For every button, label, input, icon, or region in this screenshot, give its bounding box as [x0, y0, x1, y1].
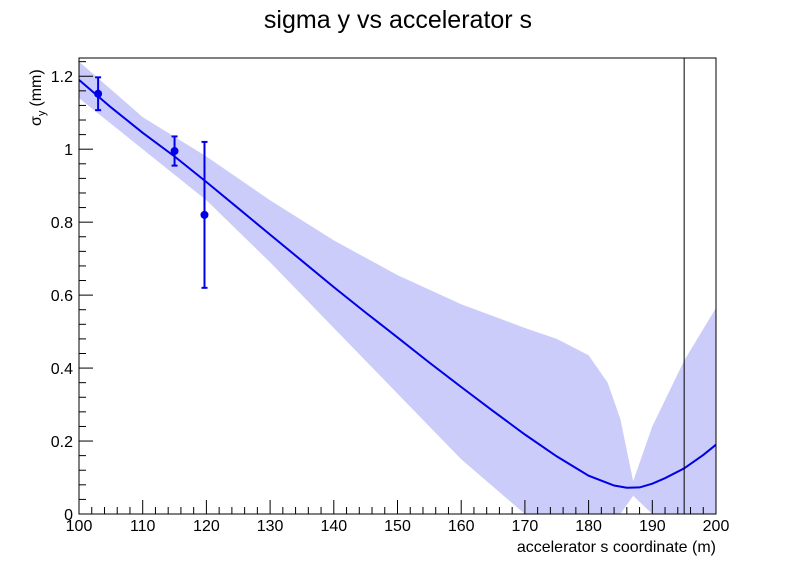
y-axis-label-subscript: y [36, 110, 48, 116]
uncertainty-band [79, 61, 716, 514]
x-tick-label: 150 [384, 518, 411, 535]
x-tick-label: 140 [320, 518, 347, 535]
chart-title: sigma y vs accelerator s [264, 6, 532, 34]
fit-line [78, 79, 717, 489]
y-tick-label: 1.2 [51, 69, 73, 86]
x-tick-label: 170 [512, 518, 539, 535]
y-tick-label: 0.2 [51, 434, 73, 451]
x-axis-ticks: 100 110 120 130 140 150 160 170 180 190 200 [66, 500, 730, 535]
x-tick-label: 190 [639, 518, 666, 535]
data-point [170, 147, 179, 156]
data-point [200, 210, 209, 219]
y-axis-ticks: 0 0.2 0.4 0.6 0.8 1 1.2 [51, 61, 93, 524]
x-tick-label: 130 [257, 518, 284, 535]
y-axis-label: σy (mm) [28, 69, 48, 126]
y-axis-label-symbol: σ [28, 116, 45, 126]
y-tick-label: 0.6 [51, 288, 73, 305]
x-axis-label: accelerator s coordinate (m) [517, 539, 716, 556]
fit-line-group [78, 79, 717, 489]
x-tick-label: 120 [193, 518, 220, 535]
data-point [94, 89, 103, 98]
data-points-group [94, 76, 209, 289]
x-tick-label: 200 [703, 518, 730, 535]
y-tick-label: 0 [64, 507, 73, 524]
y-tick-label: 1 [64, 142, 73, 159]
y-axis-label-group: σy (mm) [28, 69, 48, 126]
uncertainty-band-area [79, 61, 716, 514]
x-tick-label: 110 [130, 518, 156, 535]
y-tick-label: 0.4 [51, 361, 73, 378]
x-tick-label: 180 [575, 518, 602, 535]
y-tick-label: 0.8 [51, 215, 73, 232]
y-axis-label-unit: (mm) [28, 69, 45, 106]
x-tick-label: 100 [66, 518, 93, 535]
x-tick-label: 160 [448, 518, 475, 535]
